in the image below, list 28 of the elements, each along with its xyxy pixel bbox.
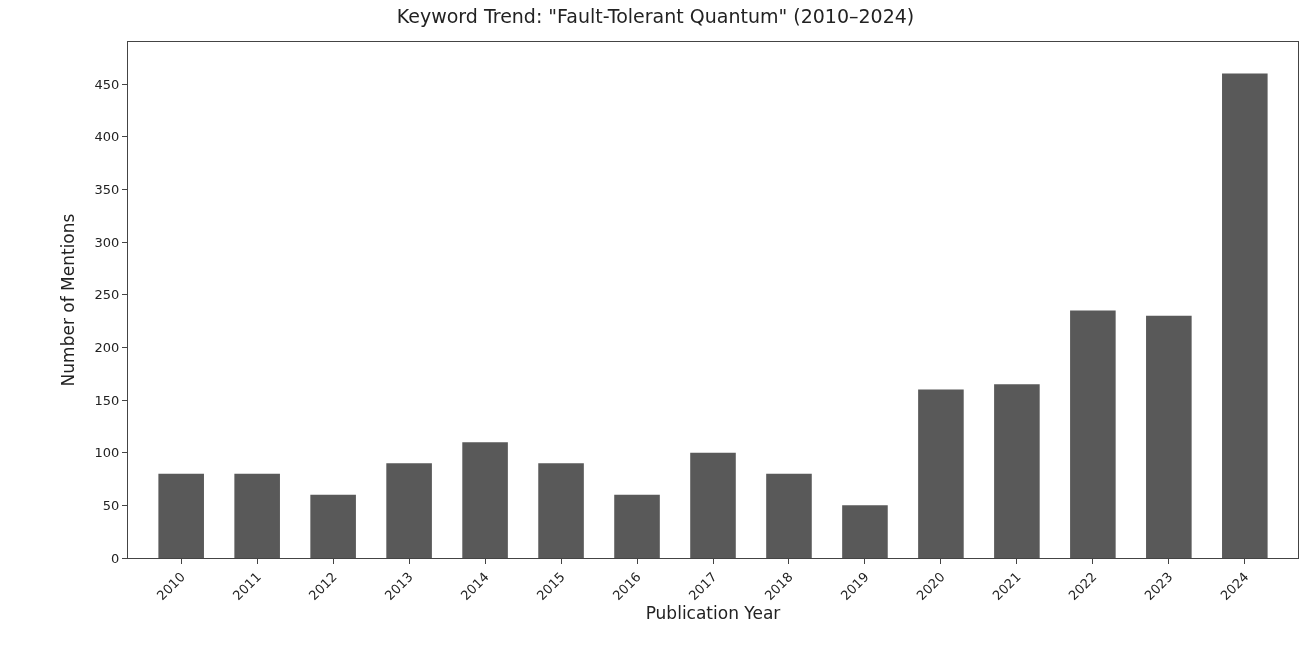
y-tick-label: 300: [94, 234, 120, 250]
bar: [690, 452, 736, 558]
bar: [1222, 73, 1268, 558]
y-tick-label: 450: [94, 76, 120, 92]
y-axis-title: Number of Mentions: [58, 213, 79, 387]
bar: [918, 389, 964, 558]
bar: [462, 442, 508, 558]
chart-title: Keyword Trend: "Fault-Tolerant Quantum" (2010–2024): [396, 5, 915, 28]
bar: [538, 463, 584, 558]
bar: [158, 473, 204, 558]
bar: [994, 384, 1040, 558]
y-tick-label: 350: [94, 181, 120, 197]
y-tick-label: 100: [94, 445, 120, 461]
bar: [310, 494, 356, 558]
bar: [1070, 310, 1116, 558]
bar: [766, 473, 812, 558]
y-tick-label: 150: [94, 392, 120, 408]
y-tick-label: 200: [94, 339, 120, 355]
bar: [842, 505, 888, 558]
bar: [614, 494, 660, 558]
y-tick-label: 400: [94, 129, 120, 145]
bar: [234, 473, 280, 558]
bar: [1146, 315, 1192, 558]
x-axis-title: Publication Year: [645, 603, 781, 624]
y-tick-label: 0: [111, 550, 120, 566]
y-tick-label: 50: [102, 497, 120, 513]
bar: [386, 463, 432, 558]
y-tick-label: 250: [94, 287, 120, 303]
